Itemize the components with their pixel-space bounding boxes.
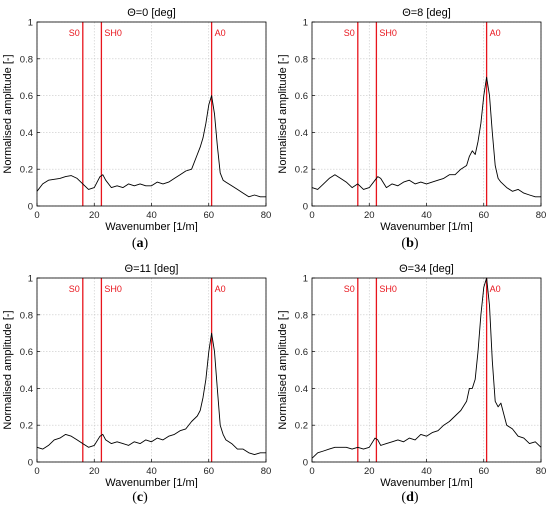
plot-frame: [311, 277, 542, 463]
panel-d-chart: 0 20 40 60 80 0 0.2 0.4 0.6 0.8 1 S0 SH0 A0 Θ=34 [deg]…: [277, 263, 547, 488]
x-tick-label: 20: [89, 210, 100, 221]
plot-frame: [36, 21, 267, 207]
y-tick-label: 0.8: [295, 310, 308, 321]
panel-a-caption: (a): [131, 236, 149, 251]
y-tick-label: 0.2: [20, 421, 33, 432]
y-axis-label: Normalised amplitude [-]: [2, 54, 14, 173]
y-axis-label: Normalised amplitude [-]: [277, 54, 289, 173]
chart-title: Θ=0 [deg]: [127, 7, 176, 19]
y-tick-label: 1: [303, 18, 308, 29]
plot-frame: [36, 277, 267, 463]
y-tick-label: 0.8: [20, 310, 33, 321]
y-tick-label: 0.8: [295, 54, 308, 65]
x-tick-label: 0: [309, 210, 314, 221]
mode-marker-label: SH0: [379, 284, 397, 294]
y-tick-label: 0.2: [20, 165, 33, 176]
x-axis-label: Wavenumber [1/m]: [380, 221, 473, 232]
y-tick-label: 1: [28, 274, 33, 285]
x-tick-label: 60: [478, 210, 489, 221]
panel-a-chart: 0 20 40 60 80 0 0.2 0.4 0.6 0.8 1 S0 SH0 A0 Θ=0 [deg] W…: [2, 7, 272, 232]
y-axis-label: Normalised amplitude [-]: [2, 310, 14, 429]
x-tick-label: 20: [364, 210, 375, 221]
x-tick-label: 60: [478, 466, 489, 477]
y-tick-label: 0.2: [295, 421, 308, 432]
mode-marker-label: A0: [490, 284, 501, 294]
mode-marker-label: SH0: [104, 284, 122, 294]
mode-marker-label: A0: [215, 284, 226, 294]
x-tick-label: 80: [536, 466, 547, 477]
series-line-0: [311, 277, 542, 459]
chart-title: Θ=8 [deg]: [402, 7, 451, 19]
x-tick-label: 40: [146, 466, 157, 477]
mode-marker-label: S0: [69, 28, 80, 38]
x-axis-label: Wavenumber [1/m]: [105, 221, 198, 232]
x-tick-label: 80: [261, 210, 272, 221]
panel-b-caption: (b): [401, 236, 419, 251]
x-tick-label: 0: [309, 466, 314, 477]
x-tick-label: 0: [34, 210, 39, 221]
y-tick-label: 0: [28, 458, 33, 469]
mode-marker-label: A0: [490, 28, 501, 38]
x-tick-label: 20: [364, 466, 375, 477]
chart-title: Θ=11 [deg]: [125, 263, 179, 275]
x-axis-label: Wavenumber [1/m]: [380, 477, 473, 488]
plot-frame: [311, 21, 542, 207]
y-tick-label: 0.6: [20, 91, 33, 102]
x-tick-label: 40: [146, 210, 157, 221]
mode-marker-label: S0: [69, 284, 80, 294]
y-tick-label: 0.6: [295, 91, 308, 102]
x-tick-label: 20: [89, 466, 100, 477]
panel-c-caption: (c): [132, 490, 148, 505]
y-tick-label: 0.2: [295, 165, 308, 176]
x-tick-label: 40: [421, 210, 432, 221]
mode-marker-label: S0: [344, 28, 355, 38]
mode-marker-label: S0: [344, 284, 355, 294]
y-tick-label: 0.4: [20, 384, 33, 395]
x-tick-label: 60: [203, 210, 214, 221]
series-line-0: [36, 332, 266, 456]
y-tick-label: 0: [303, 458, 308, 469]
series-line-0: [36, 95, 266, 198]
y-tick-label: 0.4: [295, 128, 308, 139]
y-tick-label: 0: [28, 202, 33, 213]
mode-marker-label: SH0: [104, 28, 122, 38]
x-tick-label: 40: [421, 466, 432, 477]
panel-b-chart: 0 20 40 60 80 0 0.2 0.4 0.6 0.8 1 S0 SH0 A0 Θ=8 [deg] W…: [277, 7, 547, 232]
y-tick-label: 0.6: [295, 347, 308, 358]
y-tick-label: 0.4: [20, 128, 33, 139]
y-tick-label: 0.8: [20, 54, 33, 65]
y-tick-label: 1: [28, 18, 33, 29]
series-line-0: [311, 76, 541, 198]
chart-title: Θ=34 [deg]: [399, 263, 454, 275]
mode-marker-label: SH0: [379, 28, 397, 38]
x-axis-label: Wavenumber [1/m]: [105, 477, 198, 488]
panel-c-chart: 0 20 40 60 80 0 0.2 0.4 0.6 0.8 1 S0 SH0 A0 Θ=11 [deg]…: [2, 263, 272, 488]
x-tick-label: 0: [34, 466, 39, 477]
y-tick-label: 1: [303, 274, 308, 285]
panel-d-caption: (d): [401, 490, 419, 505]
y-tick-label: 0.4: [295, 384, 308, 395]
y-axis-label: Normalised amplitude [-]: [277, 310, 289, 429]
y-tick-label: 0: [303, 202, 308, 213]
y-tick-label: 0.6: [20, 347, 33, 358]
mode-marker-label: A0: [215, 28, 226, 38]
x-tick-label: 80: [536, 210, 547, 221]
x-tick-label: 80: [261, 466, 272, 477]
x-tick-label: 60: [203, 466, 214, 477]
